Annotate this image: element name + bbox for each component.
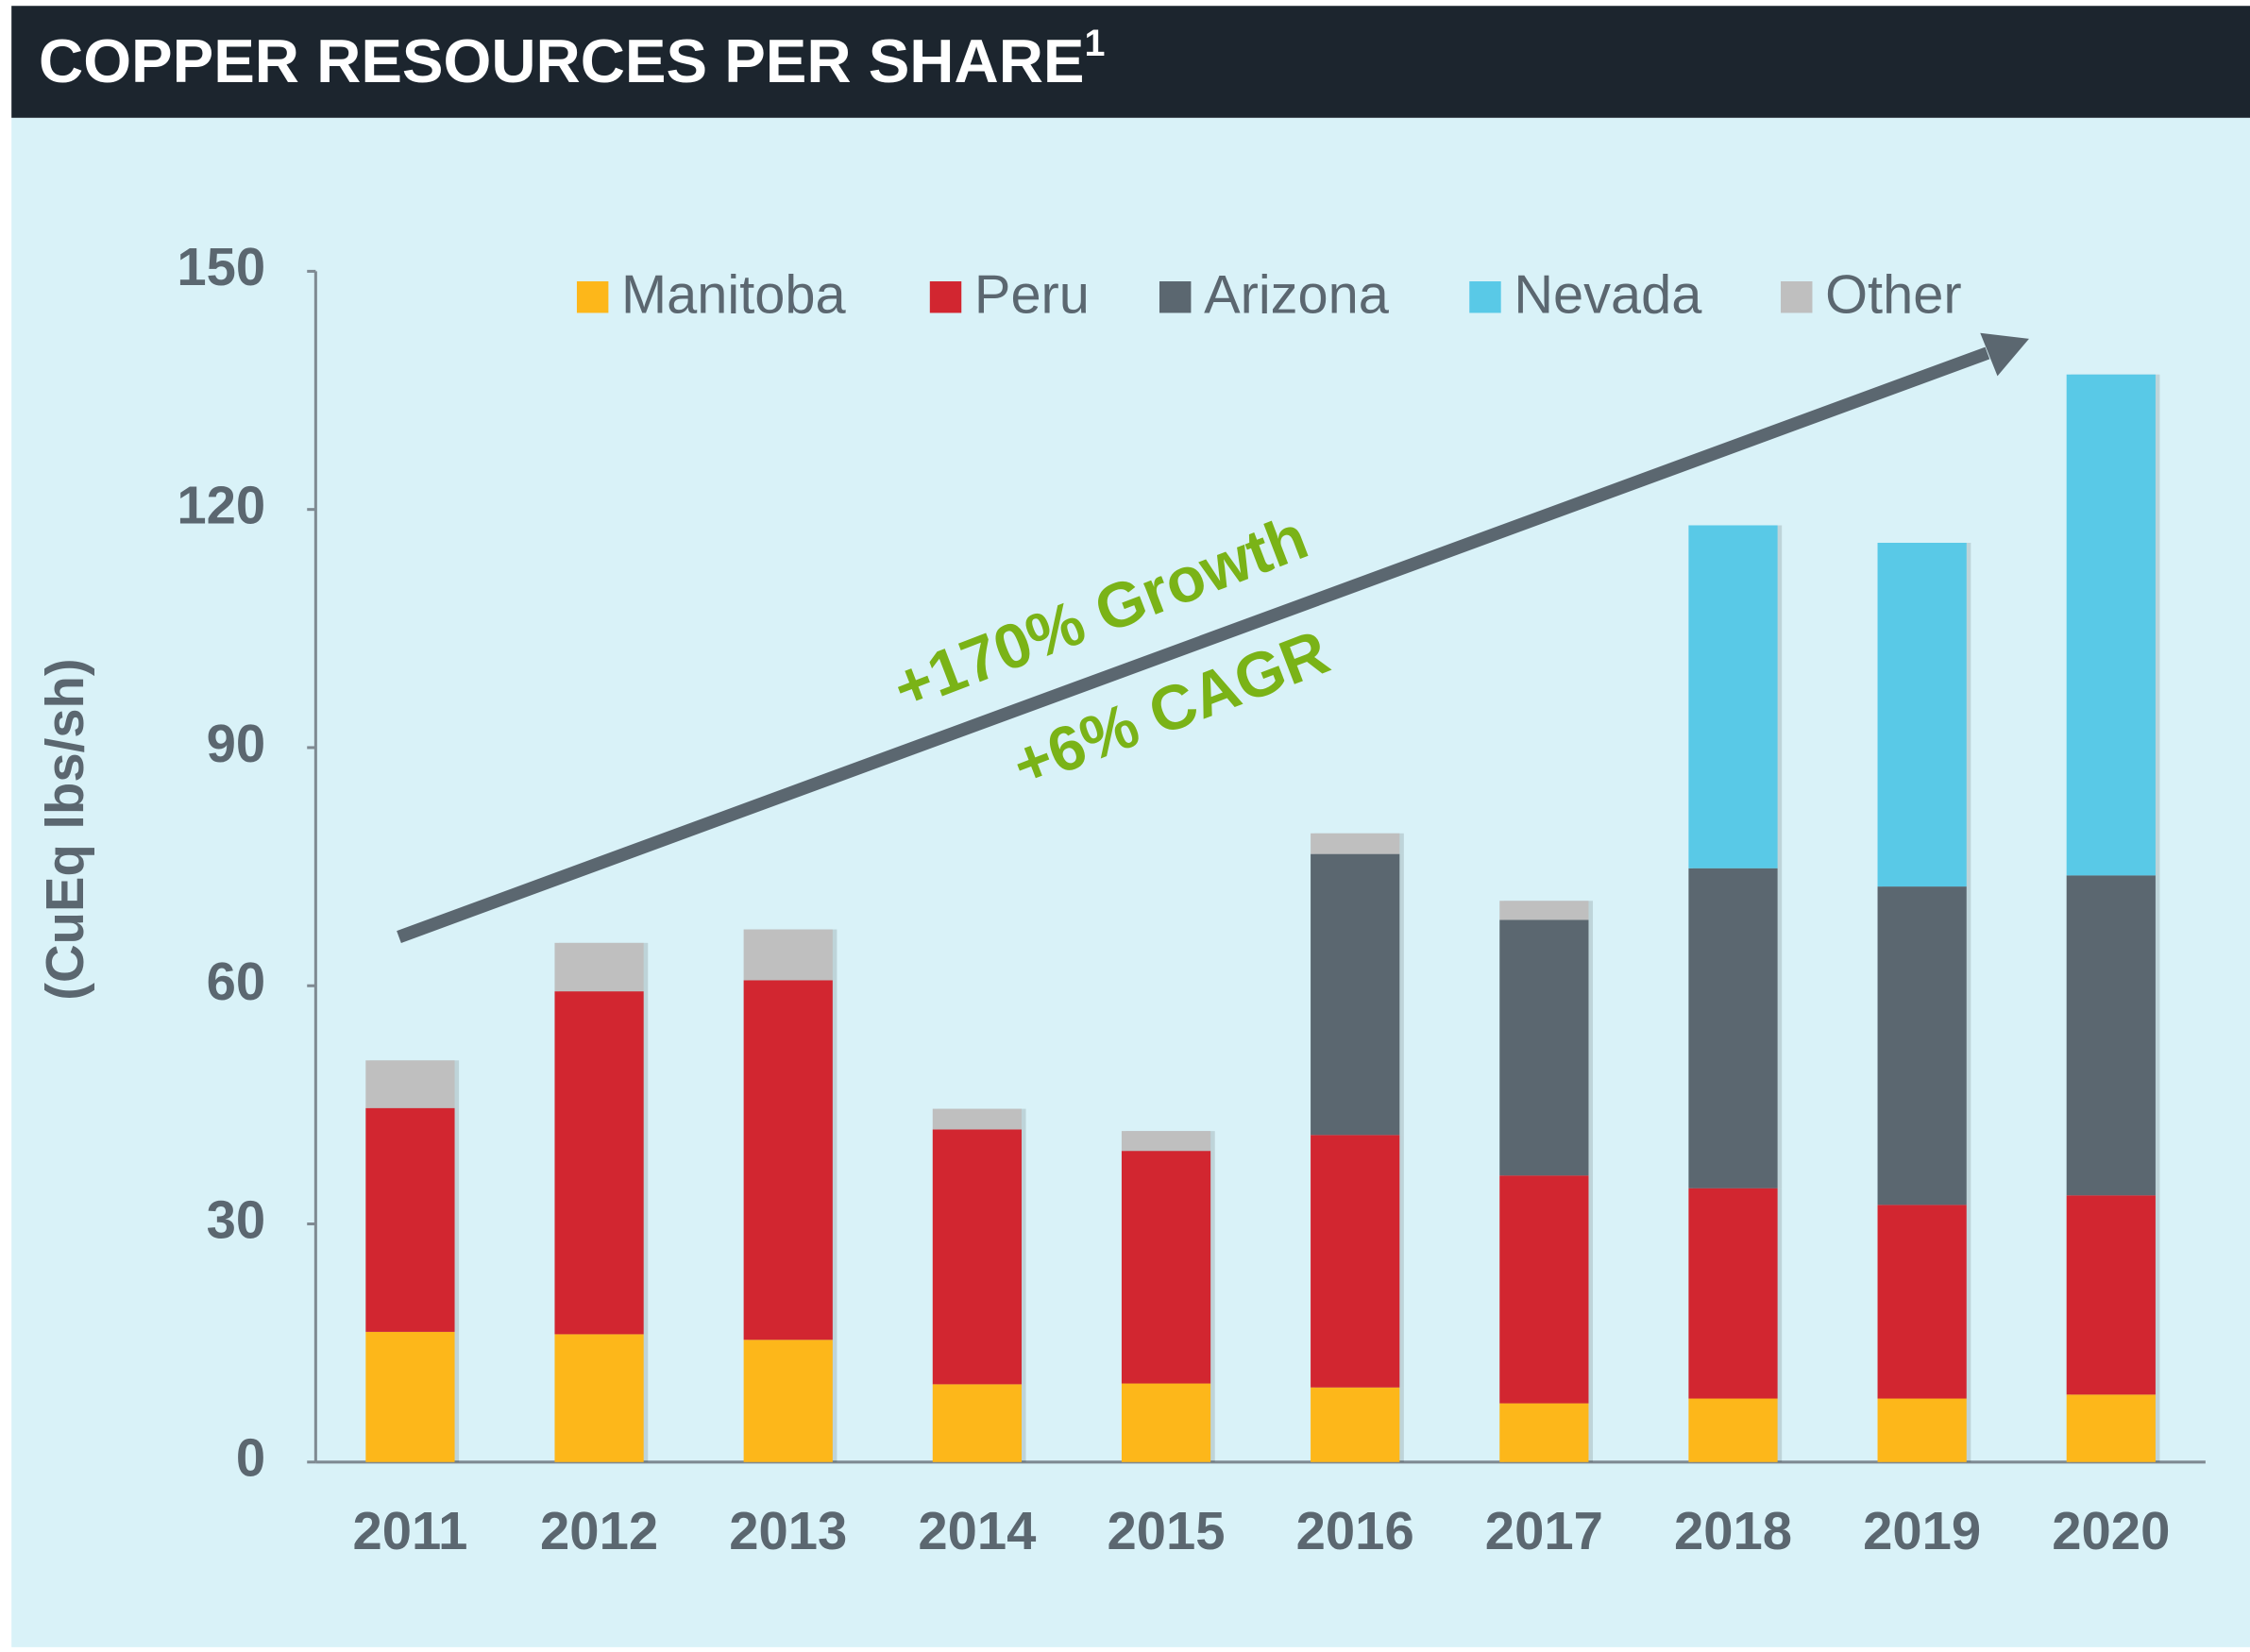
bar-segment <box>365 1107 455 1332</box>
legend-swatch <box>929 281 962 313</box>
x-tick-label: 2013 <box>729 1501 847 1560</box>
x-tick-label: 2016 <box>1296 1501 1414 1560</box>
y-tick-label: 60 <box>207 952 266 1011</box>
legend-label: Manitoba <box>621 265 846 326</box>
y-tick-label: 0 <box>236 1428 265 1488</box>
x-tick-label: 2014 <box>918 1501 1036 1560</box>
bar-segment <box>1311 853 1400 1136</box>
bar-segment <box>1121 1131 1211 1152</box>
bar-segment <box>1499 901 1589 920</box>
x-tick-label: 2017 <box>1485 1501 1603 1560</box>
bar-segment <box>1877 1205 1967 1399</box>
legend-swatch <box>1469 281 1501 313</box>
bar-segment <box>1311 1135 1400 1388</box>
y-axis-label: (CuEq lbs/sh) <box>35 658 94 1000</box>
legend-label: Nevada <box>1514 265 1702 326</box>
legend-swatch <box>1159 281 1192 313</box>
bar-segment <box>1688 868 1778 1188</box>
bar-segment <box>1688 1398 1778 1462</box>
x-tick-label: 2019 <box>1863 1501 1981 1560</box>
growth-arrow <box>397 346 1990 943</box>
y-tick-label: 150 <box>177 237 265 296</box>
bar-segment <box>1877 886 1967 1205</box>
bar-segment <box>2066 1394 2156 1462</box>
y-tick-label: 30 <box>207 1189 266 1249</box>
growth-arrow-head <box>1980 332 2029 377</box>
bar-segment <box>932 1129 1023 1385</box>
bar-segment <box>1499 1403 1589 1462</box>
bar-segment <box>1499 1175 1589 1404</box>
legend-label: Other <box>1825 265 1961 326</box>
legend-swatch <box>576 281 609 313</box>
y-tick-label: 90 <box>207 714 266 773</box>
legend-label: Arizona <box>1204 265 1390 326</box>
bar-segment <box>365 1060 455 1108</box>
chart-title: COPPER RESOURCES PER SHARE1 <box>39 23 1105 95</box>
bar-segment <box>1688 1188 1778 1399</box>
bar-segment <box>1499 919 1589 1176</box>
bar-segment <box>365 1331 455 1462</box>
title-bar <box>11 6 2250 118</box>
x-tick-label: 2012 <box>540 1501 658 1560</box>
bar-segment <box>743 929 833 981</box>
y-tick-label: 120 <box>177 476 265 535</box>
bar-segment <box>2066 374 2156 876</box>
bar-segment <box>1311 1387 1400 1462</box>
bar-segment <box>2066 1195 2156 1395</box>
x-tick-label: 2011 <box>352 1501 467 1560</box>
bar-segment <box>932 1108 1023 1130</box>
bar-segment <box>1311 833 1400 854</box>
x-tick-label: 2020 <box>2052 1501 2170 1560</box>
bar-segment <box>554 1334 644 1462</box>
bar-segment <box>2066 875 2156 1196</box>
bar-segment <box>743 980 833 1340</box>
title-footnote: 1 <box>1084 23 1105 64</box>
legend-label: Peru <box>974 265 1090 326</box>
bar-segment <box>932 1384 1023 1462</box>
bar-segment <box>1877 1398 1967 1462</box>
x-tick-label: 2018 <box>1674 1501 1792 1560</box>
bar-segment <box>1121 1383 1211 1462</box>
x-tick-label: 2015 <box>1108 1501 1226 1560</box>
bar-segment <box>554 991 644 1335</box>
bars <box>365 374 2160 1462</box>
bar-segment <box>1121 1151 1211 1384</box>
bar-segment <box>1877 542 1967 887</box>
bar-segment <box>1688 525 1778 868</box>
bar-segment <box>743 1340 833 1462</box>
bar-segment <box>554 942 644 992</box>
title-text: COPPER RESOURCES PER SHARE <box>39 26 1084 95</box>
legend-swatch <box>1781 281 1813 313</box>
